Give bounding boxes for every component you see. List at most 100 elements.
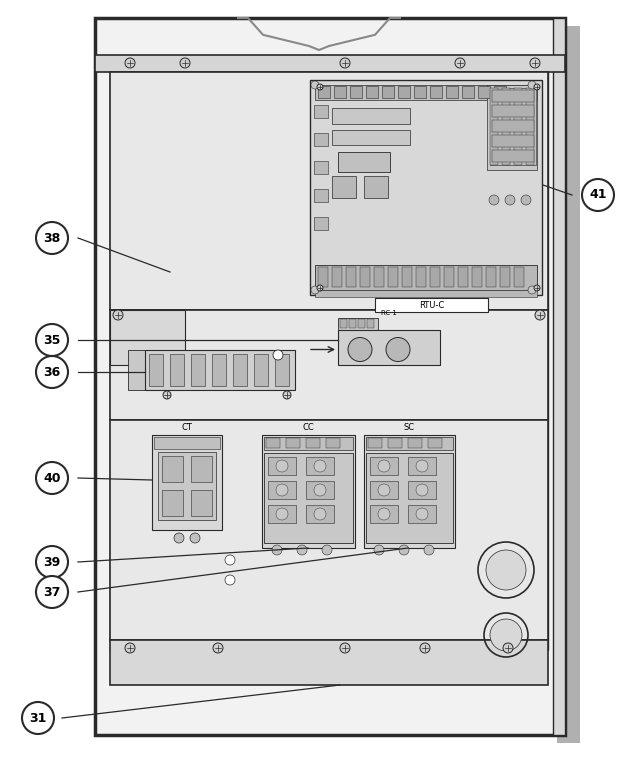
Bar <box>462 86 474 98</box>
Text: RC 1: RC 1 <box>381 310 397 316</box>
Bar <box>416 267 426 287</box>
Bar <box>490 88 498 165</box>
Bar <box>162 490 183 516</box>
Bar <box>286 438 300 448</box>
Circle shape <box>125 643 135 653</box>
Circle shape <box>505 195 515 205</box>
Circle shape <box>125 58 135 68</box>
Bar <box>370 481 398 499</box>
Bar <box>430 86 442 98</box>
Bar <box>170 354 184 386</box>
Bar <box>334 86 346 98</box>
Bar <box>526 88 534 165</box>
Bar <box>500 267 510 287</box>
Bar <box>346 267 356 287</box>
Circle shape <box>416 460 428 472</box>
Bar <box>191 354 205 386</box>
Bar <box>314 217 328 230</box>
Circle shape <box>314 508 326 520</box>
Circle shape <box>534 285 540 291</box>
Text: RTU-C: RTU-C <box>419 301 444 309</box>
Bar <box>366 453 453 543</box>
Bar <box>315 85 537 100</box>
Circle shape <box>174 533 184 543</box>
Text: CT: CT <box>182 423 192 432</box>
Circle shape <box>317 285 323 291</box>
Bar <box>332 130 410 145</box>
Circle shape <box>36 222 68 254</box>
Bar <box>492 150 534 162</box>
Circle shape <box>416 484 428 496</box>
Bar <box>314 189 328 202</box>
Circle shape <box>36 462 68 494</box>
Bar <box>338 330 440 365</box>
Bar <box>388 438 402 448</box>
Circle shape <box>314 484 326 496</box>
Bar <box>306 438 320 448</box>
Bar <box>110 640 548 685</box>
Circle shape <box>276 484 288 496</box>
Bar <box>212 354 226 386</box>
Circle shape <box>225 575 235 585</box>
Bar <box>430 267 440 287</box>
Text: 38: 38 <box>43 232 61 244</box>
Bar <box>149 354 163 386</box>
Circle shape <box>314 460 326 472</box>
Bar <box>367 319 374 328</box>
Circle shape <box>283 391 291 399</box>
Circle shape <box>272 545 282 555</box>
Bar <box>233 354 247 386</box>
Circle shape <box>521 195 531 205</box>
Bar <box>340 319 347 328</box>
Circle shape <box>416 508 428 520</box>
Text: 31: 31 <box>29 711 46 725</box>
Circle shape <box>311 81 319 89</box>
Bar <box>472 267 482 287</box>
Bar <box>315 290 537 297</box>
Bar <box>338 152 390 172</box>
Circle shape <box>276 460 288 472</box>
Text: CC: CC <box>303 423 314 432</box>
Circle shape <box>348 337 372 361</box>
Bar <box>332 267 342 287</box>
Bar <box>152 435 222 530</box>
Text: 36: 36 <box>43 366 61 378</box>
Bar <box>128 350 148 390</box>
Circle shape <box>530 58 540 68</box>
Bar <box>110 310 185 365</box>
Bar <box>145 350 295 390</box>
Bar <box>191 456 212 482</box>
Bar <box>490 88 536 165</box>
Bar <box>315 265 537 290</box>
Bar <box>254 354 268 386</box>
Circle shape <box>273 350 283 360</box>
Circle shape <box>36 356 68 388</box>
Bar <box>314 133 328 146</box>
Bar <box>492 90 534 102</box>
Bar <box>368 438 382 448</box>
Bar <box>446 86 458 98</box>
Bar <box>398 86 410 98</box>
Text: 35: 35 <box>43 333 61 346</box>
Circle shape <box>503 643 513 653</box>
Bar <box>458 267 468 287</box>
Circle shape <box>297 545 307 555</box>
Circle shape <box>378 508 390 520</box>
Bar <box>402 267 412 287</box>
Circle shape <box>399 545 409 555</box>
Bar <box>414 86 426 98</box>
Bar <box>364 435 455 548</box>
Text: eReplacementParts.com: eReplacementParts.com <box>246 395 374 405</box>
Bar <box>366 86 378 98</box>
Circle shape <box>534 84 540 90</box>
Circle shape <box>322 545 332 555</box>
Bar <box>408 505 436 523</box>
Bar <box>408 481 436 499</box>
Bar <box>306 505 334 523</box>
Bar <box>374 267 384 287</box>
Bar <box>492 120 534 132</box>
Bar <box>494 86 506 98</box>
Bar <box>338 318 378 330</box>
Bar <box>264 437 353 450</box>
Circle shape <box>163 391 171 399</box>
